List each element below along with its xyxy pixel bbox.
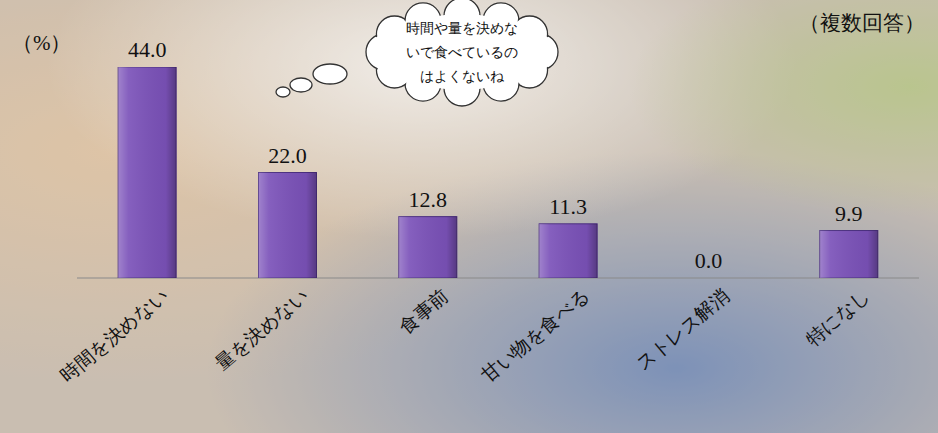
background	[0, 0, 938, 433]
data-label: 0.0	[695, 248, 723, 273]
background-tone	[0, 0, 938, 433]
bar	[820, 231, 878, 278]
thought-bubble	[276, 0, 558, 106]
background-tone	[0, 0, 938, 433]
category-label: 特になし	[801, 284, 873, 350]
category-label: 量を決めない	[211, 284, 312, 374]
bar-shade	[539, 224, 597, 278]
data-label: 22.0	[268, 143, 307, 168]
bubble-text: 時間や量を決めないで食べているのはよくないね	[406, 20, 518, 84]
bar	[118, 67, 176, 278]
bubble-text-line: 時間や量を決めな	[406, 20, 518, 36]
chart: 44.0 22.0 12.8 11.3 0.0 9.9 時間を決めない量を決めない 食事前甘い…	[0, 0, 938, 433]
bar-shade	[118, 67, 176, 278]
bars	[118, 67, 878, 278]
bubble-text-line: はよくないね	[420, 68, 505, 84]
bubble-text-line: いで食べているの	[406, 44, 518, 60]
bar	[680, 278, 738, 279]
bar-shade	[820, 231, 878, 278]
data-label: 44.0	[128, 37, 167, 62]
bar	[399, 217, 457, 278]
bar-shade	[399, 217, 457, 278]
data-label: 11.3	[549, 194, 587, 219]
background-fade	[0, 0, 938, 433]
category-label: 食事前	[395, 284, 453, 337]
bubble-dot	[276, 87, 290, 97]
category-label: 時間を決めない	[56, 284, 172, 386]
bar	[259, 173, 317, 279]
baseline	[77, 277, 919, 278]
data-label: 12.8	[409, 187, 448, 212]
background-tone	[0, 0, 938, 433]
background-base	[0, 0, 938, 433]
bar-shade	[680, 278, 738, 279]
note: （複数回答）	[799, 11, 925, 35]
bar	[539, 224, 597, 278]
category-label: 甘い物を食べる	[477, 284, 593, 386]
bar-shade	[259, 173, 317, 279]
data-label: 9.9	[835, 201, 863, 226]
axis-unit: （%）	[12, 31, 72, 55]
bubble-dot	[290, 78, 312, 92]
background-tone	[0, 0, 938, 433]
bubble-dot	[313, 64, 347, 84]
category-label: ストレス解消	[632, 284, 733, 374]
